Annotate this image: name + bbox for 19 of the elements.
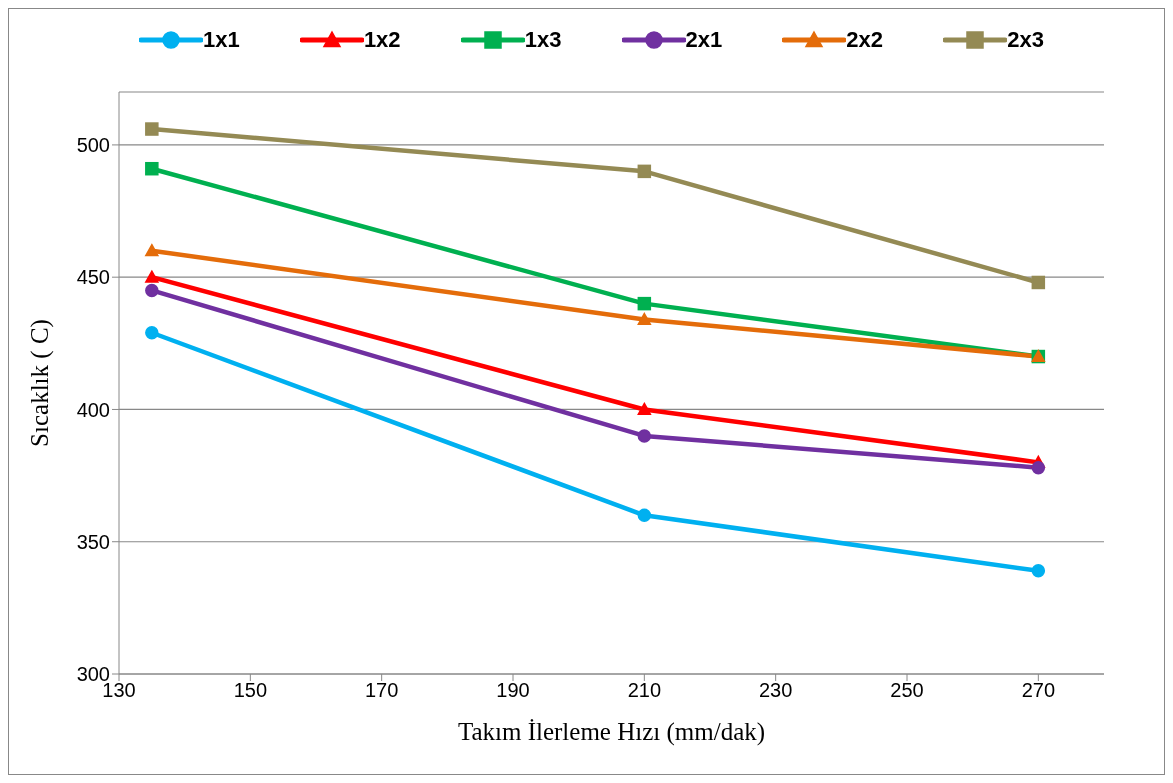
legend-label: 1x3: [524, 27, 562, 53]
x-tick-label: 250: [890, 679, 924, 702]
x-axis-title: Takım İlerleme Hızı (mm/dak): [457, 718, 766, 746]
y-axis-title: Sıcaklık ( C): [25, 319, 54, 447]
legend-label: 1x2: [363, 27, 401, 53]
legend-label: 1x1: [203, 27, 240, 53]
x-tick-label: 210: [627, 679, 662, 702]
legend-label: 2x3: [1007, 27, 1044, 53]
x-tick-label: 230: [758, 679, 793, 702]
y-tick-label: 500: [76, 134, 110, 157]
y-tick-label: 350: [76, 530, 110, 553]
x-tick-label: 150: [233, 679, 268, 702]
y-tick-label: 400: [76, 398, 110, 421]
x-tick-label: 170: [364, 679, 399, 702]
y-tick-label: 450: [76, 266, 110, 289]
x-tick-label: 270: [1021, 679, 1056, 702]
x-tick-label: 190: [496, 679, 530, 702]
legend-label: 2x1: [685, 27, 723, 53]
legend-label: 2x2: [846, 27, 884, 53]
